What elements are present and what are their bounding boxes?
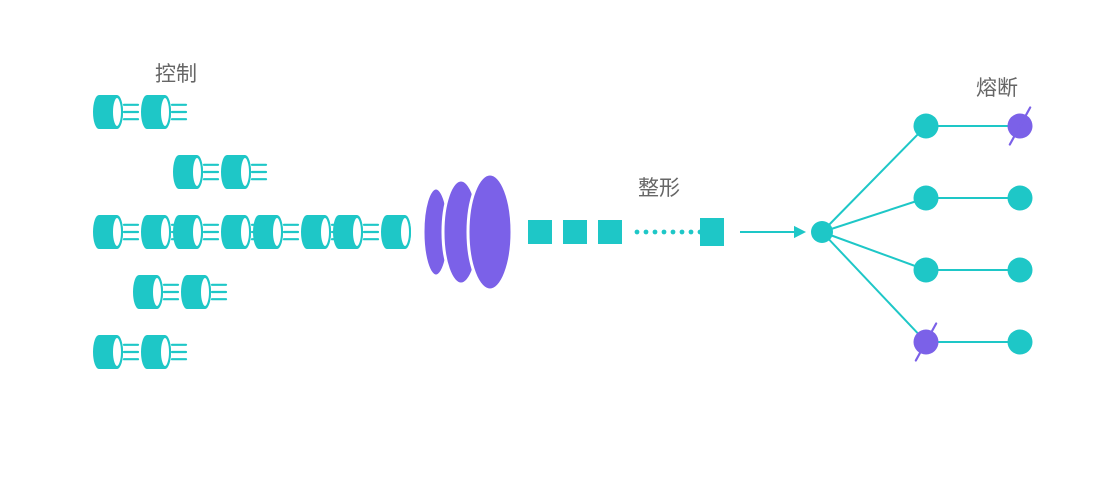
fanout-line bbox=[822, 232, 926, 270]
label-control: 控制 bbox=[155, 58, 197, 88]
label-fuse: 熔断 bbox=[976, 72, 1018, 102]
dot bbox=[689, 230, 694, 235]
dot bbox=[653, 230, 658, 235]
cylinder-icon bbox=[381, 215, 411, 249]
dot bbox=[635, 230, 640, 235]
dash-lines bbox=[284, 225, 298, 239]
dot bbox=[662, 230, 667, 235]
dash-lines bbox=[204, 165, 218, 179]
node-teal bbox=[914, 186, 939, 211]
cylinder-icon bbox=[93, 215, 123, 249]
cylinder-icon bbox=[173, 155, 203, 189]
square-icon bbox=[528, 220, 552, 244]
cylinder-icon bbox=[93, 335, 123, 369]
dot bbox=[644, 230, 649, 235]
fanout-line bbox=[822, 232, 926, 342]
dash-lines bbox=[124, 345, 138, 359]
fanout-line bbox=[822, 126, 926, 232]
cylinder-icon bbox=[221, 215, 251, 249]
node-teal bbox=[1008, 186, 1033, 211]
dot bbox=[671, 230, 676, 235]
dash-lines bbox=[252, 165, 266, 179]
cylinder-icon bbox=[141, 95, 171, 129]
cylinder-icon bbox=[221, 155, 251, 189]
square-icon bbox=[598, 220, 622, 244]
dash-lines bbox=[164, 285, 178, 299]
dash-lines bbox=[172, 105, 186, 119]
node-teal bbox=[1008, 258, 1033, 283]
cylinder-icon bbox=[133, 275, 163, 309]
cylinder-icon bbox=[141, 335, 171, 369]
node-teal bbox=[914, 114, 939, 139]
square-icon bbox=[563, 220, 587, 244]
cylinder-icon bbox=[333, 215, 363, 249]
cylinder-icon bbox=[173, 215, 203, 249]
cylinder-icon bbox=[253, 215, 283, 249]
cylinder-icon bbox=[301, 215, 331, 249]
cylinder-icon bbox=[181, 275, 211, 309]
node-teal bbox=[1008, 330, 1033, 355]
dash-lines bbox=[124, 105, 138, 119]
dash-lines bbox=[212, 285, 226, 299]
dash-lines bbox=[204, 225, 218, 239]
dash-lines bbox=[172, 345, 186, 359]
dash-lines bbox=[364, 225, 378, 239]
label-shaping: 整形 bbox=[638, 172, 680, 202]
dot bbox=[680, 230, 685, 235]
square-icon bbox=[700, 218, 724, 246]
purple-stack bbox=[423, 174, 512, 290]
cylinder-icon bbox=[141, 215, 171, 249]
hub-node bbox=[811, 221, 833, 243]
dash-lines bbox=[124, 225, 138, 239]
cylinder-icon bbox=[93, 95, 123, 129]
arrow-head bbox=[794, 226, 806, 238]
node-teal bbox=[914, 258, 939, 283]
